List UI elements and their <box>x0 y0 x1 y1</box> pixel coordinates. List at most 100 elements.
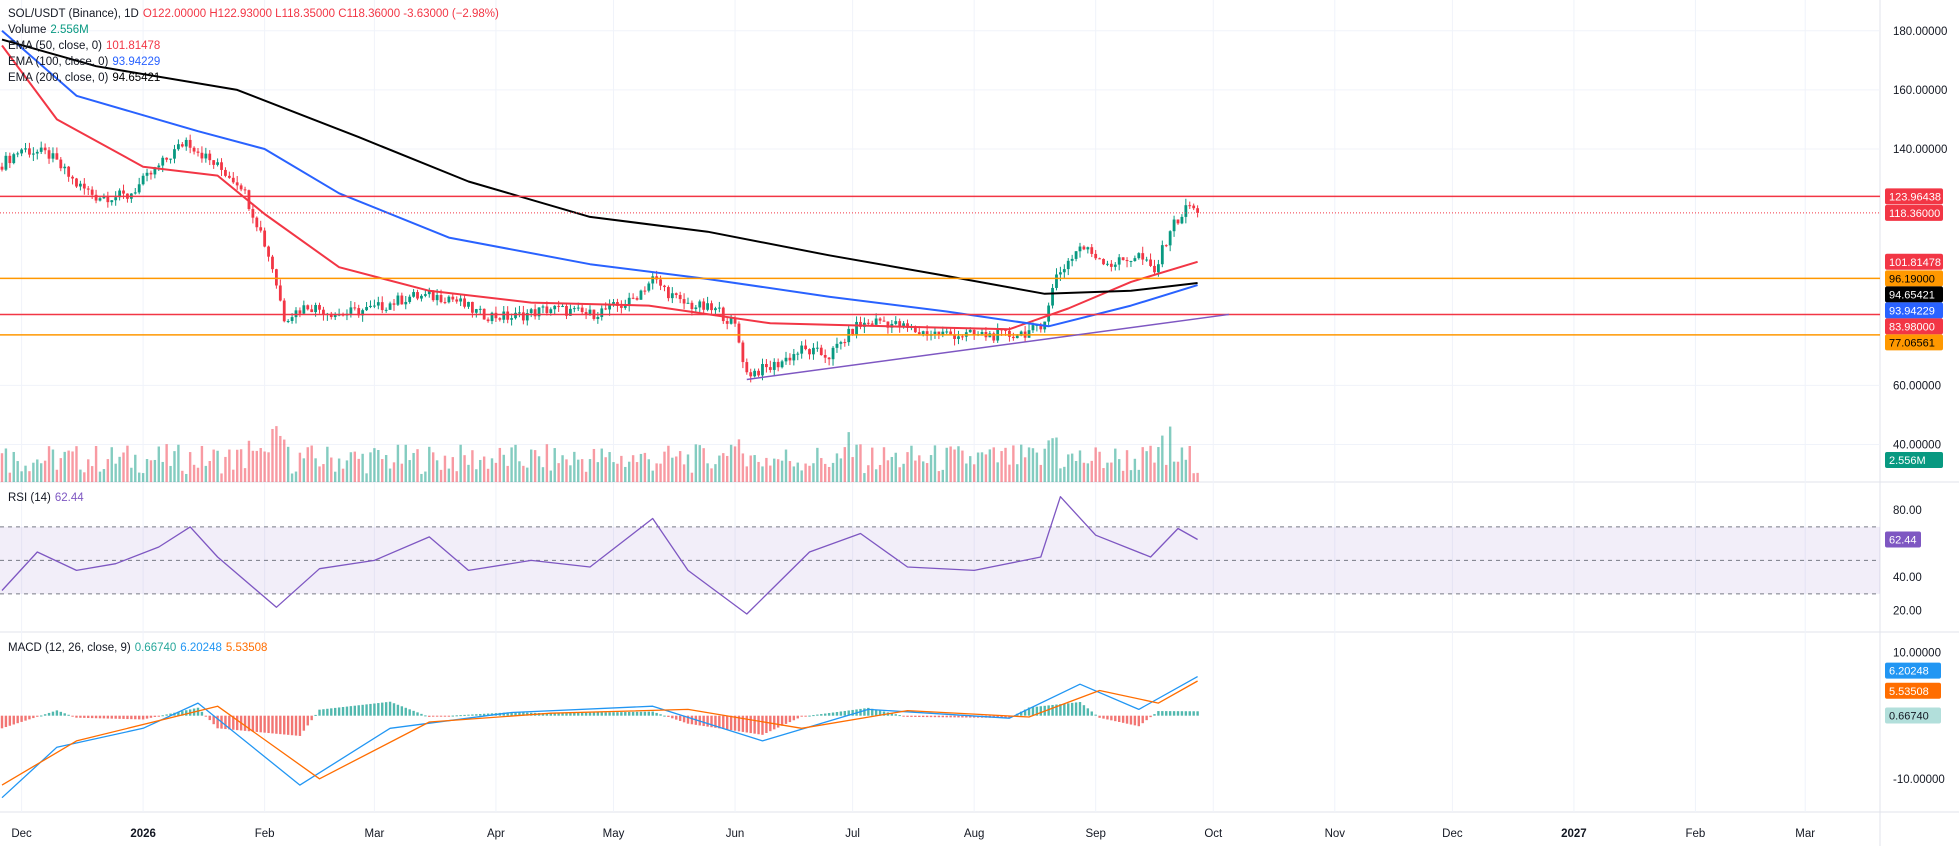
rsi-line <box>1 496 1198 615</box>
candle <box>212 160 216 165</box>
volume-bar <box>173 451 176 482</box>
volume-bar <box>1016 464 1019 482</box>
macd-histogram-bar <box>784 715 788 724</box>
ema50-label[interactable]: EMA (50, close, 0) <box>8 40 102 52</box>
macd-histogram-bar <box>1000 715 1003 718</box>
volume-bar <box>435 460 439 482</box>
volume-bar <box>918 455 921 482</box>
volume-bar <box>522 465 525 482</box>
candle <box>843 342 847 344</box>
volume-value: 2.556M <box>50 24 89 36</box>
candle <box>784 357 788 362</box>
candle <box>420 295 423 299</box>
candle <box>1086 247 1090 250</box>
macd-histogram-bar <box>1118 715 1121 722</box>
volume-bar <box>506 465 509 482</box>
macd-histogram-bar <box>28 715 31 720</box>
candle <box>565 305 568 316</box>
candle <box>180 144 184 147</box>
volume-bar <box>624 466 627 482</box>
macd-histogram-bar <box>384 702 388 716</box>
macd-histogram-bar <box>1172 711 1176 716</box>
macd-histogram-bar <box>737 715 741 732</box>
candle <box>137 184 141 193</box>
volume-bar <box>471 450 474 482</box>
volume-bar <box>451 457 454 482</box>
candle <box>1059 272 1062 275</box>
volume-bar <box>455 471 458 482</box>
candle <box>604 308 608 310</box>
ema200-label[interactable]: EMA (200, close, 0) <box>8 72 109 84</box>
volume-bar <box>345 460 349 482</box>
time-tick-label: May <box>603 828 625 840</box>
macd-histogram-bar <box>326 708 329 716</box>
volume-bar <box>698 445 701 482</box>
volume-bar <box>835 453 839 482</box>
volume-bar <box>929 455 933 482</box>
macd-histogram-bar <box>518 712 521 716</box>
volume-label[interactable]: Volume <box>8 24 47 36</box>
macd-histogram-bar <box>361 704 364 716</box>
volume-bar <box>863 473 866 482</box>
candle <box>322 309 325 315</box>
price-axis-badge-label: 83.98000 <box>1889 321 1935 333</box>
volume-bar <box>228 449 231 482</box>
macd-tick-label: 10.00000 <box>1893 648 1941 660</box>
macd-histogram-bar <box>377 703 380 716</box>
volume-bar <box>706 463 709 482</box>
volume-bar <box>796 462 799 482</box>
macd-axis-badge <box>1885 682 1941 699</box>
candle <box>290 317 294 321</box>
macd-histogram-bar <box>1149 715 1152 718</box>
volume-bar <box>396 444 400 482</box>
volume-bar <box>334 471 337 482</box>
macd-histogram-bar <box>318 709 321 716</box>
candle <box>525 313 529 321</box>
candle <box>349 307 353 314</box>
macd-histogram-bar <box>196 707 200 716</box>
macd-histogram-bar <box>1137 715 1140 727</box>
macd-histogram-bar <box>969 715 972 718</box>
volume-bar <box>663 451 666 482</box>
macd-histogram-bar <box>330 708 333 716</box>
candle <box>1133 258 1137 262</box>
volume-bar <box>839 458 843 482</box>
candle <box>75 178 78 187</box>
macd-axis-badge <box>1885 707 1941 724</box>
volume-bar <box>694 444 698 482</box>
volume-bar <box>886 460 890 482</box>
rsi-label[interactable]: RSI (14) <box>8 492 51 504</box>
candle <box>698 301 702 308</box>
volume-bar <box>384 454 388 482</box>
macd-histogram-bar <box>341 707 345 716</box>
candle <box>282 300 286 322</box>
macd-histogram-bar <box>1067 703 1070 716</box>
candle <box>435 295 439 301</box>
volume-bar <box>263 451 266 482</box>
macd-histogram-bar <box>1055 704 1058 716</box>
macd-histogram-bar <box>522 712 525 716</box>
candle <box>94 194 98 201</box>
volume-bar <box>24 465 27 482</box>
candle <box>314 305 317 313</box>
macd-histogram-bar <box>51 711 55 716</box>
symbol-label[interactable]: SOL/USDT (Binance), 1D <box>8 8 139 20</box>
volume-bar <box>682 464 686 482</box>
volume-bar <box>580 459 584 482</box>
candle <box>373 305 376 307</box>
macd-histogram-bar <box>596 712 600 716</box>
rsi-legend: RSI (14) 62.44 <box>8 490 88 506</box>
candle <box>416 292 419 299</box>
candle <box>1141 253 1145 260</box>
macd-label[interactable]: MACD (12, 26, close, 9) <box>8 642 131 654</box>
price-axis-badge-label: 93.94229 <box>1889 305 1935 317</box>
price-axis-badge <box>1885 270 1943 287</box>
macd-histogram-bar <box>400 706 404 716</box>
candle <box>870 323 874 325</box>
rsi-axis-badge-label: 62.44 <box>1889 535 1917 547</box>
candle <box>678 294 682 300</box>
candle <box>365 307 368 311</box>
ema100-label[interactable]: EMA (100, close, 0) <box>8 56 109 68</box>
